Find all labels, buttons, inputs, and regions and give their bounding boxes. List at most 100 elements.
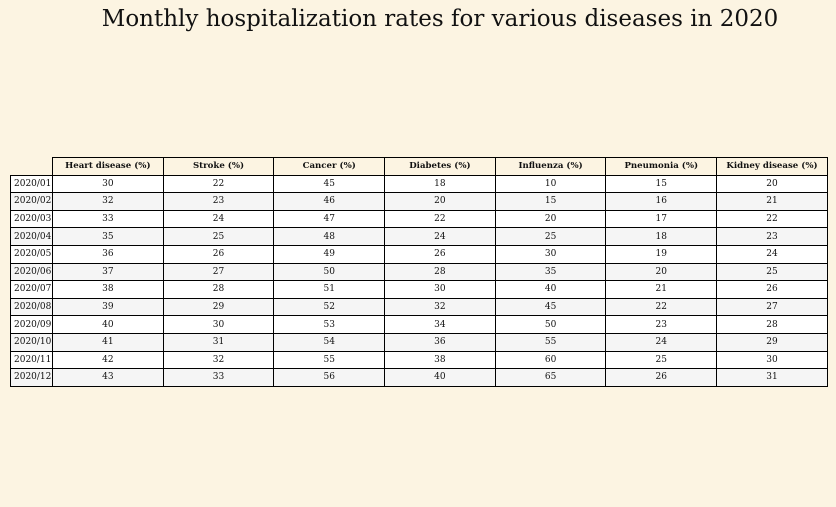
table-row: 2020/01 30 22 45 18 10 15 20 <box>10 174 828 194</box>
table-cell: 16 <box>605 192 718 211</box>
table-cell: 40 <box>384 368 496 387</box>
row-label: 2020/05 <box>10 244 53 264</box>
table-cell: 21 <box>716 192 828 211</box>
table-cell: 22 <box>605 297 718 317</box>
table-cell: 22 <box>384 209 496 229</box>
table-cell: 41 <box>52 332 164 352</box>
table-cell: 25 <box>716 262 828 282</box>
table-cell: 53 <box>273 315 386 334</box>
table-header-row: Heart disease (%) Stroke (%) Cancer (%) … <box>11 157 828 176</box>
table-cell: 42 <box>52 350 164 370</box>
table-body: 2020/01 30 22 45 18 10 15 20 2020/02 32 23 46 20 15 16… <box>10 174 828 387</box>
table-cell: 55 <box>273 350 386 370</box>
table-cell: 23 <box>716 227 828 246</box>
row-label: 2020/09 <box>10 315 53 334</box>
table-cell: 30 <box>494 244 607 264</box>
table-cell: 35 <box>494 262 607 282</box>
row-label: 2020/08 <box>10 297 53 317</box>
table-cell: 45 <box>494 297 607 317</box>
table-cell: 29 <box>162 297 275 317</box>
table-row: 2020/09 40 30 53 34 50 23 28 <box>10 315 828 334</box>
table-cell: 15 <box>494 192 607 211</box>
table-cell: 28 <box>162 280 275 299</box>
table-cell: 24 <box>716 244 828 264</box>
row-label: 2020/03 <box>10 209 53 229</box>
table-cell: 54 <box>273 332 386 352</box>
table-cell: 49 <box>273 244 386 264</box>
row-label: 2020/02 <box>10 192 53 211</box>
column-header: Cancer (%) <box>273 157 386 176</box>
table-cell: 39 <box>52 297 164 317</box>
table-cell: 26 <box>605 368 718 387</box>
table-cell: 23 <box>605 315 718 334</box>
table-cell: 27 <box>716 297 828 317</box>
table-cell: 10 <box>494 174 607 194</box>
table-cell: 24 <box>384 227 496 246</box>
table-cell: 20 <box>494 209 607 229</box>
table-row: 2020/11 42 32 55 38 60 25 30 <box>10 350 828 370</box>
table-cell: 40 <box>52 315 164 334</box>
table-cell: 40 <box>494 280 607 299</box>
table-cell: 30 <box>716 350 828 370</box>
row-label: 2020/11 <box>10 350 53 370</box>
column-header: Kidney disease (%) <box>716 157 828 176</box>
table-cell: 65 <box>494 368 607 387</box>
table-row: 2020/12 43 33 56 40 65 26 31 <box>10 368 828 387</box>
row-label: 2020/07 <box>10 280 53 299</box>
table-cell: 32 <box>162 350 275 370</box>
table-cell: 56 <box>273 368 386 387</box>
chart-title: Monthly hospitalization rates for variou… <box>101 6 779 32</box>
table-row: 2020/06 37 27 50 28 35 20 25 <box>10 262 828 282</box>
table-cell: 21 <box>605 280 718 299</box>
table-cell: 36 <box>384 332 496 352</box>
table-cell: 30 <box>384 280 496 299</box>
table-cell: 43 <box>52 368 164 387</box>
row-label: 2020/12 <box>10 368 53 387</box>
table-cell: 20 <box>605 262 718 282</box>
table-cell: 26 <box>162 244 275 264</box>
column-header: Influenza (%) <box>494 157 607 176</box>
table-cell: 15 <box>605 174 718 194</box>
table-cell: 52 <box>273 297 386 317</box>
table-cell: 51 <box>273 280 386 299</box>
table-cell: 60 <box>494 350 607 370</box>
table-cell: 32 <box>384 297 496 317</box>
table-cell: 36 <box>52 244 164 264</box>
table-cell: 23 <box>162 192 275 211</box>
table-row: 2020/02 32 23 46 20 15 16 21 <box>10 192 828 211</box>
table-cell: 18 <box>605 227 718 246</box>
table-cell: 33 <box>162 368 275 387</box>
table-cell: 22 <box>162 174 275 194</box>
table-row: 2020/10 41 31 54 36 55 24 29 <box>10 332 828 352</box>
table-cell: 28 <box>716 315 828 334</box>
table-row: 2020/05 36 26 49 26 30 19 24 <box>10 244 828 264</box>
table-cell: 27 <box>162 262 275 282</box>
row-label: 2020/04 <box>10 227 53 246</box>
table-cell: 26 <box>384 244 496 264</box>
table-cell: 45 <box>273 174 386 194</box>
table-cell: 34 <box>384 315 496 334</box>
table-cell: 20 <box>384 192 496 211</box>
table-cell: 31 <box>162 332 275 352</box>
table-cell: 37 <box>52 262 164 282</box>
table-cell: 50 <box>273 262 386 282</box>
table-cell: 28 <box>384 262 496 282</box>
table-cell: 33 <box>52 209 164 229</box>
table-cell: 25 <box>162 227 275 246</box>
table-cell: 25 <box>605 350 718 370</box>
column-header: Stroke (%) <box>162 157 275 176</box>
table-cell: 48 <box>273 227 386 246</box>
table-cell: 47 <box>273 209 386 229</box>
table-cell: 35 <box>52 227 164 246</box>
table-cell: 26 <box>716 280 828 299</box>
row-label: 2020/10 <box>10 332 53 352</box>
table-cell: 22 <box>716 209 828 229</box>
column-header: Heart disease (%) <box>52 157 164 176</box>
table-cell: 31 <box>716 368 828 387</box>
column-header: Diabetes (%) <box>384 157 496 176</box>
table-cell: 25 <box>494 227 607 246</box>
table-cell: 30 <box>52 174 164 194</box>
table-cell: 24 <box>162 209 275 229</box>
table-corner-cell <box>11 158 53 176</box>
table-row: 2020/03 33 24 47 22 20 17 22 <box>10 209 828 229</box>
